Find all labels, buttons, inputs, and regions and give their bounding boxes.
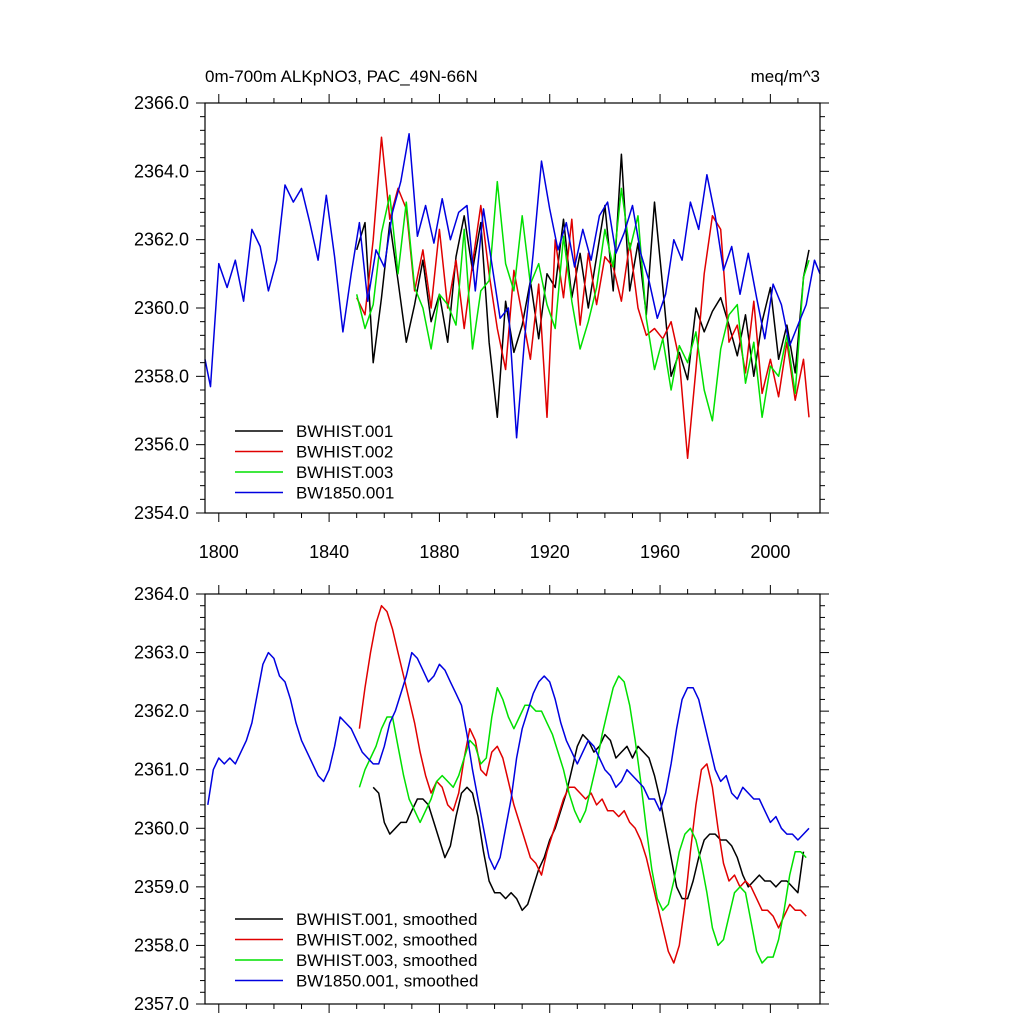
top-x-tick-label: 2000 (750, 542, 790, 562)
bottom-panel: 2357.0 2358.0 2359.0 2360.0 2361.0 2362.0 2363… (134, 584, 829, 1014)
bottom-legend-label-4: BW1850.001, smoothed (296, 972, 478, 991)
bottom-series-line-2 (358, 604, 807, 964)
top-y-tick-label: 2362.0 (134, 230, 189, 250)
bottom-series-line-4 (207, 651, 810, 871)
bottom-y-tick-label: 2360.0 (134, 818, 189, 838)
bottom-y-tick-label: 2357.0 (134, 994, 189, 1014)
top-chart-units: meq/m^3 (751, 67, 820, 86)
bottom-panel-ticks: 2357.0 2358.0 2359.0 2360.0 2361.0 2362.0 2363… (134, 584, 829, 1014)
top-legend-label-4: BW1850.001 (296, 484, 394, 503)
bottom-y-tick-label: 2359.0 (134, 877, 189, 897)
top-legend-label-2: BWHIST.002 (296, 443, 393, 462)
top-x-tick-label: 1920 (530, 542, 570, 562)
bottom-y-tick-label: 2358.0 (134, 935, 189, 955)
bottom-panel-legend: BWHIST.001, smoothed BWHIST.002, smoothed… (235, 910, 478, 991)
top-series-line-3 (355, 180, 810, 422)
top-y-tick-label: 2358.0 (134, 366, 189, 386)
top-y-tick-label: 2354.0 (134, 503, 189, 523)
top-panel-series (204, 133, 821, 460)
top-panel-ticks: 2354.0 2356.0 2358.0 2360.0 2362.0 2364.0 2366… (134, 93, 829, 562)
top-series-line-4 (204, 133, 821, 439)
top-panel: 2354.0 2356.0 2358.0 2360.0 2362.0 2364.0 2366… (134, 67, 829, 562)
bottom-legend-label-3: BWHIST.003, smoothed (296, 951, 477, 970)
bottom-legend-label-1: BWHIST.001, smoothed (296, 910, 477, 929)
bottom-panel-frame (204, 593, 821, 1005)
top-y-tick-label: 2356.0 (134, 435, 189, 455)
top-series-line-1 (355, 153, 810, 419)
top-chart-title: 0m-700m ALKpNO3, PAC_49N-66N (205, 67, 478, 86)
bottom-y-tick-label: 2363.0 (134, 643, 189, 663)
bottom-y-tick-label: 2361.0 (134, 760, 189, 780)
top-legend-label-3: BWHIST.003 (296, 463, 393, 482)
bottom-y-tick-label: 2362.0 (134, 701, 189, 721)
top-x-tick-label: 1960 (640, 542, 680, 562)
bottom-series-line-3 (358, 675, 807, 964)
top-x-tick-label: 1880 (419, 542, 459, 562)
top-x-tick-label: 1840 (309, 542, 349, 562)
top-series-line-2 (356, 136, 810, 460)
bottom-y-tick-label: 2364.0 (134, 584, 189, 604)
bottom-panel-series (207, 604, 810, 964)
top-x-tick-label: 1800 (199, 542, 239, 562)
top-y-tick-label: 2366.0 (134, 93, 189, 113)
top-y-tick-label: 2360.0 (134, 298, 189, 318)
top-y-tick-label: 2364.0 (134, 161, 189, 181)
top-legend-label-1: BWHIST.001 (296, 422, 393, 441)
bottom-legend-label-2: BWHIST.002, smoothed (296, 931, 477, 950)
